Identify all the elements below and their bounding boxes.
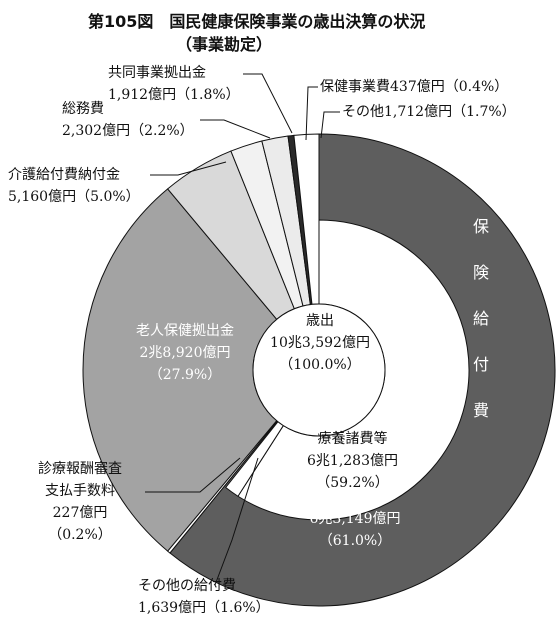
amount-label: 6兆1,283億円: [307, 453, 398, 469]
data-label: 共同事業拠出金 1,912億円（1.8%）: [108, 62, 240, 106]
center-hole: [252, 303, 386, 437]
center-percent: （100.0%）: [279, 357, 361, 373]
vertical-category-name: 保険給付費: [470, 218, 489, 448]
leader-line: [320, 111, 340, 139]
leader-line: [243, 73, 293, 134]
category-name: その他: [342, 104, 384, 120]
chart-subtitle: （事業勘定）: [176, 35, 273, 54]
amount-label: 227億円: [52, 505, 108, 521]
amount-label: 2兆8,920億円: [139, 345, 231, 361]
amount-label: 6兆3,149億円: [309, 511, 401, 527]
data-label: 療養諸費等 6兆1,283億円 （59.2%）: [290, 428, 415, 494]
center-name: 歳出: [306, 313, 334, 329]
data-label: 保健事業費437億円（0.4%）: [320, 76, 508, 98]
category-name: 診療報酬審査支払手数料: [38, 461, 122, 499]
data-label: 診療報酬審査支払手数料 227億円 （0.2%）: [10, 458, 150, 546]
percent-label: （1.8%）: [176, 87, 240, 103]
category-name: 老人保健拠出金: [136, 323, 234, 339]
amount-label: 2,302億円: [62, 123, 131, 139]
category-name: 総務費: [62, 101, 104, 117]
amount-label: 1,712億円: [384, 104, 453, 120]
center-label: 歳出 10兆3,592億円 （100.0%）: [255, 310, 385, 376]
data-label: 老人保健拠出金 2兆8,920億円 （27.9%）: [120, 320, 250, 386]
percent-label: （2.2%）: [130, 123, 194, 139]
leader-line: [145, 457, 241, 493]
percent-label: （1.6%）: [206, 600, 270, 616]
percent-label: （5.0%）: [76, 189, 140, 205]
category-name: 介護給付費納付金: [8, 167, 120, 183]
data-label: その他の給付費 1,639億円（1.6%）: [138, 575, 270, 619]
category-name: その他の給付費: [138, 578, 236, 594]
percent-label: （59.2%）: [316, 475, 389, 491]
percent-label: （0.2%）: [48, 527, 112, 543]
leader-line: [150, 161, 227, 176]
percent-label: （27.9%）: [148, 367, 222, 383]
amount-label: 1,639億円: [138, 600, 207, 616]
data-label: 6兆3,149億円 （61.0%）: [300, 508, 410, 552]
category-name: 保健事業費: [320, 79, 390, 95]
data-label: その他1,712億円（1.7%）: [342, 101, 516, 123]
data-label: 総務費 2,302億円（2.2%）: [62, 98, 194, 142]
amount-label: 5,160億円: [8, 189, 77, 205]
leader-line: [214, 457, 259, 586]
amount-label: 1,912億円: [108, 87, 177, 103]
leader-line: [305, 86, 318, 141]
percent-label: （61.0%）: [318, 533, 392, 549]
category-name: 療養諸費等: [317, 431, 388, 447]
category-name: 共同事業拠出金: [108, 65, 206, 81]
leader-line: [200, 119, 271, 139]
percent-label: （0.4%）: [444, 79, 509, 95]
data-label: 介護給付費納付金 5,160億円（5.0%）: [8, 164, 140, 208]
center-amount: 10兆3,592億円: [270, 335, 370, 351]
amount-label: 437億円: [390, 79, 445, 95]
chart-title: 第105図 国民健康保険事業の歳出決算の状況: [88, 12, 426, 31]
percent-label: （1.7%）: [452, 104, 516, 120]
